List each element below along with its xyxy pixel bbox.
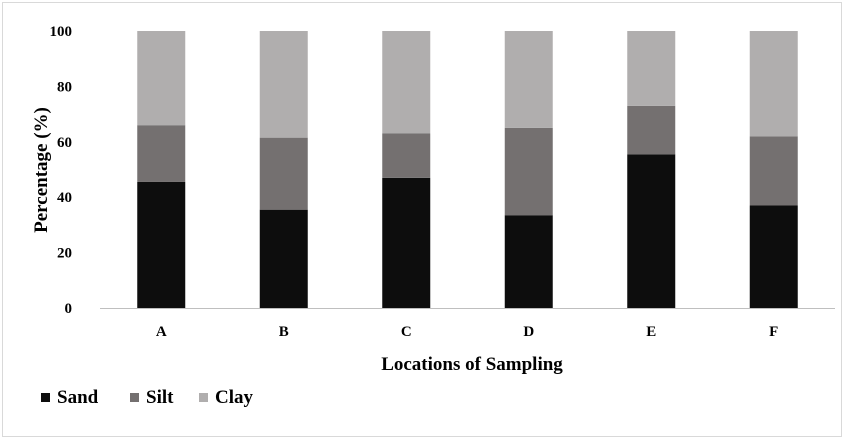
legend-swatch-silt — [130, 393, 139, 402]
bar-sand-e — [627, 154, 676, 308]
y-axis-ticks: 0 20 40 60 80 100 — [50, 24, 73, 317]
bar-clay-c — [382, 31, 431, 134]
bars — [137, 31, 798, 308]
y-tick-label: 60 — [57, 135, 72, 151]
bar-sand-d — [504, 215, 553, 308]
chart-frame: 0 20 40 60 80 100 A B C D E F Percentage (%) Locat… — [2, 2, 842, 437]
bar-clay-d — [504, 31, 553, 128]
bar-silt-a — [137, 125, 186, 182]
x-tick-label: F — [769, 324, 778, 340]
y-tick-label: 20 — [57, 246, 72, 262]
bar-silt-e — [627, 105, 676, 155]
bar-clay-e — [627, 31, 676, 106]
bar-sand-a — [137, 181, 186, 308]
legend-label-sand: Sand — [57, 387, 99, 408]
legend-swatch-clay — [199, 393, 208, 402]
y-tick-label: 100 — [50, 24, 73, 40]
bar-clay-b — [259, 31, 308, 138]
x-tick-label: D — [523, 324, 534, 340]
bar-sand-b — [259, 209, 308, 308]
x-tick-label: C — [401, 324, 412, 340]
x-axis-ticks: A B C D E F — [156, 324, 779, 340]
x-axis-title: Locations of Sampling — [381, 354, 563, 375]
legend-swatch-sand — [41, 393, 50, 402]
bar-silt-f — [749, 136, 798, 206]
y-axis-title: Percentage (%) — [31, 107, 52, 233]
legend-label-silt: Silt — [146, 387, 174, 408]
bar-silt-b — [259, 137, 308, 210]
x-tick-label: A — [156, 324, 167, 340]
bar-silt-d — [504, 127, 553, 216]
legend-label-clay: Clay — [215, 387, 254, 408]
x-tick-label: B — [279, 324, 289, 340]
y-tick-label: 80 — [57, 79, 72, 95]
y-tick-label: 40 — [57, 190, 72, 206]
legend: Sand Silt Clay — [41, 387, 254, 408]
y-tick-label: 0 — [65, 301, 73, 317]
bar-sand-f — [749, 205, 798, 308]
bar-clay-a — [137, 31, 186, 126]
bar-silt-c — [382, 133, 431, 178]
x-tick-label: E — [646, 324, 656, 340]
bar-sand-c — [382, 177, 431, 308]
stacked-bar-chart: 0 20 40 60 80 100 A B C D E F Percentage (%) Locat… — [31, 24, 835, 408]
bar-clay-f — [749, 31, 798, 137]
